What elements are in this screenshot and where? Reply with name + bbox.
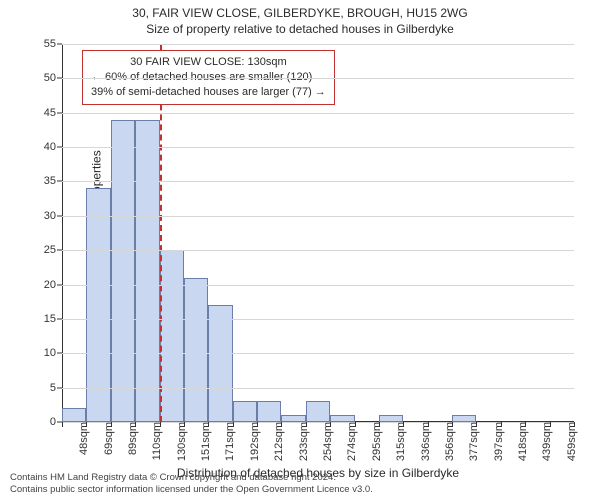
x-tick-label: 233sqm — [298, 422, 310, 461]
x-tick-mark — [476, 422, 477, 427]
x-tick-label: 418sqm — [517, 422, 529, 461]
gridline — [62, 250, 574, 251]
annotation-line1: 30 FAIR VIEW CLOSE: 130sqm — [91, 55, 326, 70]
y-tick-label: 35 — [44, 175, 62, 187]
histogram-bar — [379, 415, 403, 422]
gridline — [62, 285, 574, 286]
x-tick-mark — [330, 422, 331, 427]
y-tick-label: 0 — [50, 416, 62, 428]
y-tick-label: 40 — [44, 141, 62, 153]
y-tick-label: 20 — [44, 279, 62, 291]
histogram-bar — [184, 278, 208, 422]
x-tick-label: 274sqm — [346, 422, 358, 461]
x-tick-mark — [379, 422, 380, 427]
x-tick-label: 356sqm — [444, 422, 456, 461]
y-tick-label: 55 — [44, 38, 62, 50]
x-tick-mark — [574, 422, 575, 427]
gridline — [62, 319, 574, 320]
y-tick-label: 15 — [44, 313, 62, 325]
histogram-bar — [111, 120, 135, 422]
x-tick-label: 459sqm — [566, 422, 578, 461]
gridline — [62, 78, 574, 79]
histogram-bar — [62, 408, 86, 422]
chart-plot-area: 30 FAIR VIEW CLOSE: 130sqm ← 60% of deta… — [62, 44, 574, 422]
gridline — [62, 44, 574, 45]
gridline — [62, 181, 574, 182]
histogram-bar — [233, 401, 257, 422]
histogram-bar — [281, 415, 305, 422]
x-tick-mark — [355, 422, 356, 427]
x-tick-label: 254sqm — [322, 422, 334, 461]
x-tick-label: 336sqm — [420, 422, 432, 461]
x-tick-mark — [184, 422, 185, 427]
gridline — [62, 353, 574, 354]
gridline — [62, 147, 574, 148]
x-tick-mark — [86, 422, 87, 427]
histogram-bar — [135, 120, 159, 422]
x-tick-mark — [62, 422, 63, 427]
root: 30, FAIR VIEW CLOSE, GILBERDYKE, BROUGH,… — [0, 0, 600, 500]
histogram-bar — [452, 415, 476, 422]
x-tick-mark — [208, 422, 209, 427]
y-tick-label: 30 — [44, 210, 62, 222]
page-title: 30, FAIR VIEW CLOSE, GILBERDYKE, BROUGH,… — [0, 6, 600, 20]
x-tick-label: 151sqm — [200, 422, 212, 461]
x-tick-label: 377sqm — [468, 422, 480, 461]
y-tick-label: 5 — [50, 382, 62, 394]
gridline — [62, 388, 574, 389]
x-tick-mark — [233, 422, 234, 427]
x-tick-mark — [550, 422, 551, 427]
gridline — [62, 216, 574, 217]
footer-line1: Contains HM Land Registry data © Crown c… — [10, 472, 590, 484]
histogram-bar — [160, 250, 184, 422]
histogram-bar — [257, 401, 281, 422]
y-tick-label: 10 — [44, 347, 62, 359]
histogram-bar — [330, 415, 354, 422]
x-tick-mark — [501, 422, 502, 427]
annotation-line3: 39% of semi-detached houses are larger (… — [91, 85, 326, 100]
gridline — [62, 113, 574, 114]
histogram-bar — [306, 401, 330, 422]
y-tick-label: 50 — [44, 72, 62, 84]
y-tick-label: 25 — [44, 244, 62, 256]
x-tick-mark — [306, 422, 307, 427]
x-tick-label: 212sqm — [273, 422, 285, 461]
x-tick-mark — [452, 422, 453, 427]
x-tick-label: 89sqm — [127, 422, 139, 455]
x-tick-label: 171sqm — [224, 422, 236, 461]
x-tick-label: 439sqm — [541, 422, 553, 461]
x-tick-label: 397sqm — [493, 422, 505, 461]
x-tick-mark — [281, 422, 282, 427]
histogram-bar — [208, 305, 232, 422]
y-tick-label: 45 — [44, 107, 62, 119]
x-tick-mark — [257, 422, 258, 427]
x-tick-mark — [525, 422, 526, 427]
x-tick-label: 110sqm — [151, 422, 163, 460]
x-tick-label: 192sqm — [249, 422, 261, 461]
page-subtitle: Size of property relative to detached ho… — [0, 22, 600, 36]
x-tick-label: 295sqm — [371, 422, 383, 461]
x-tick-mark — [403, 422, 404, 427]
x-tick-label: 69sqm — [103, 422, 115, 455]
x-tick-mark — [135, 422, 136, 427]
x-tick-label: 315sqm — [395, 422, 407, 461]
x-tick-mark — [160, 422, 161, 427]
x-tick-mark — [428, 422, 429, 427]
footer-attribution: Contains HM Land Registry data © Crown c… — [10, 472, 590, 496]
x-tick-label: 48sqm — [78, 422, 90, 455]
x-tick-label: 130sqm — [176, 422, 188, 461]
annotation-line2: ← 60% of detached houses are smaller (12… — [91, 70, 326, 85]
annotation-box: 30 FAIR VIEW CLOSE: 130sqm ← 60% of deta… — [82, 50, 335, 105]
x-tick-mark — [111, 422, 112, 427]
footer-line2: Contains public sector information licen… — [10, 484, 590, 496]
